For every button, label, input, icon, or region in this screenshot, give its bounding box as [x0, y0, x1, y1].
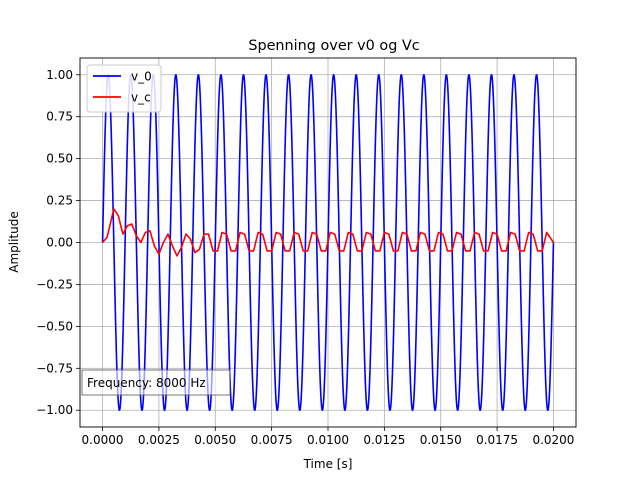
x-tick-label: 0.0150	[420, 433, 462, 447]
x-tick-label: 0.0025	[138, 433, 180, 447]
x-tick-label: 0.0000	[82, 433, 124, 447]
x-tick-label: 0.0125	[363, 433, 405, 447]
legend: v_0 v_c	[86, 64, 162, 113]
y-tick-label: 0.25	[46, 194, 73, 208]
y-tick-label: 0.50	[46, 152, 73, 166]
y-tick-label: −0.50	[36, 319, 73, 333]
x-tick-label: 0.0175	[476, 433, 518, 447]
x-axis: 0.0000 0.0025 0.0050 0.0075 0.0100 0.0125 0.01…	[82, 427, 574, 447]
y-tick-label: 0.00	[46, 236, 73, 250]
y-tick-label: −0.75	[36, 361, 73, 375]
y-tick-label: 1.00	[46, 68, 73, 82]
y-axis: −1.00 −0.75 −0.50 −0.25 0.00 0.25 0.50 0.75 1.00	[36, 68, 80, 417]
x-tick-label: 0.0050	[194, 433, 236, 447]
legend-label-v-c: v_c	[131, 91, 151, 105]
x-tick-label: 0.0100	[307, 433, 349, 447]
x-axis-label: Time [s]	[303, 457, 353, 471]
y-tick-label: 0.75	[46, 110, 73, 124]
annotation-text: Frequency: 8000 Hz	[87, 376, 206, 390]
legend-label-v-0: v_0	[131, 70, 152, 84]
plot-area	[101, 73, 555, 412]
x-tick-label: 0.0075	[251, 433, 293, 447]
x-tick-label: 0.0200	[532, 433, 574, 447]
y-tick-label: −1.00	[36, 403, 73, 417]
chart-title: Spenning over v0 og Vc	[248, 38, 419, 54]
annotation-box	[81, 369, 231, 396]
y-tick-label: −0.25	[36, 277, 73, 291]
y-axis-label: Amplitude	[7, 211, 21, 273]
series-line-v-c	[101, 208, 555, 257]
frequency-annotation: Frequency: 8000 Hz	[81, 369, 231, 396]
